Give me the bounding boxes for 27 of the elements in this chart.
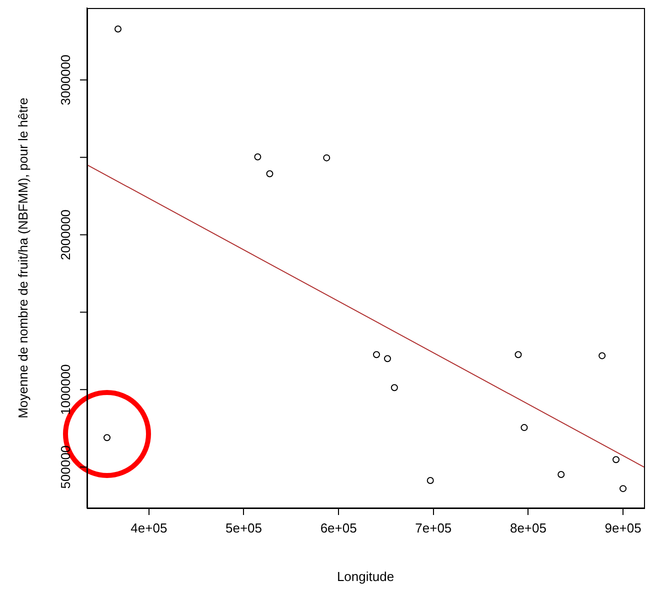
x-tick-label: 6e+05 [320, 520, 357, 536]
point [114, 25, 122, 32]
point [266, 170, 274, 178]
point [558, 470, 565, 478]
x-tick-label: 9e+05 [604, 520, 642, 536]
point [612, 456, 620, 464]
point [514, 351, 522, 358]
point [426, 477, 434, 484]
x-tick-label: 4e+05 [130, 520, 168, 536]
x-tick-label: 5e+05 [225, 520, 262, 536]
y-tick-label: 2000000 [58, 209, 74, 260]
point [598, 352, 606, 360]
point [520, 424, 528, 432]
y-axis-title: Moyenne de nombre de fruit/ha (NBFMM), pour le hêtre [16, 98, 31, 418]
y-tick-label: 1000000 [58, 364, 74, 415]
x-tick-label: 7e+05 [415, 520, 452, 536]
point [104, 434, 111, 442]
y-tick-label: 3000000 [58, 54, 74, 106]
point [373, 351, 380, 358]
y-tick-label: 500000 [58, 445, 74, 489]
point [390, 384, 398, 392]
x-axis-title: Longitude [336, 568, 394, 584]
x-tick-label: 8e+05 [510, 520, 546, 536]
point [384, 355, 391, 362]
point [254, 153, 262, 160]
point [620, 485, 627, 492]
point [323, 154, 330, 162]
